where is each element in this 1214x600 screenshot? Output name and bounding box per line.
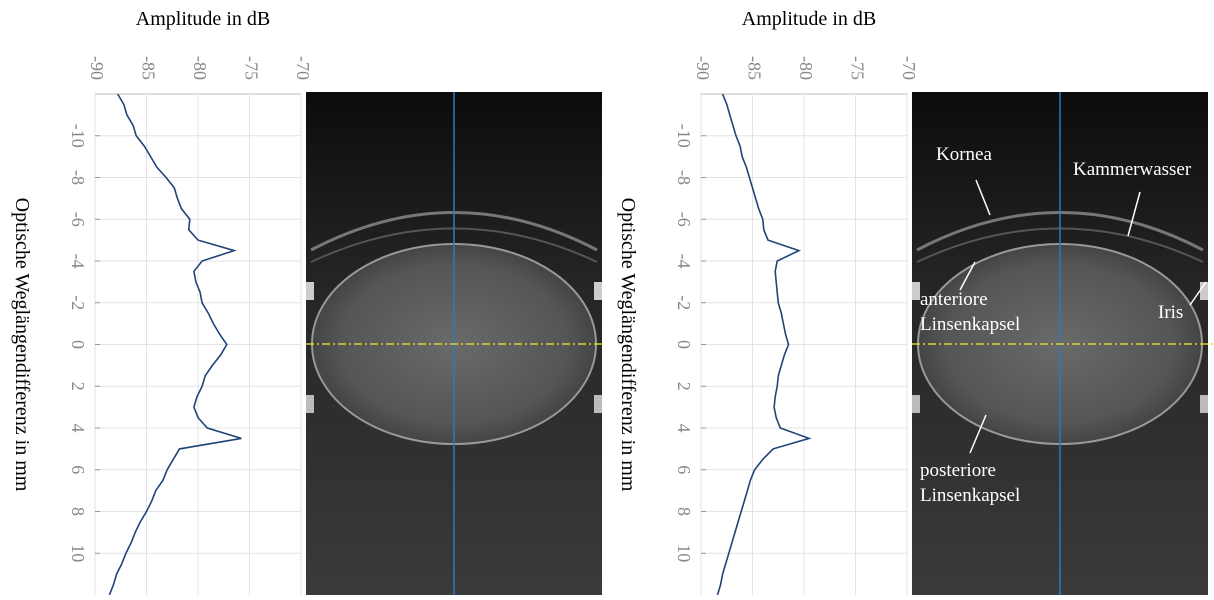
y-tick-label: 2 xyxy=(68,382,88,391)
x-tick-label: -85 xyxy=(744,56,764,80)
y-tick-label: 0 xyxy=(674,340,694,349)
y-tick-label: 0 xyxy=(68,340,88,349)
y-tick-label: -10 xyxy=(68,124,88,148)
y-tick-label: -8 xyxy=(68,170,88,185)
iris xyxy=(306,282,314,300)
annotation: Kornea xyxy=(936,144,992,165)
annotation: Linsenkapsel xyxy=(920,485,1020,506)
y-tick-label: -2 xyxy=(674,295,694,310)
x-axis-label: Amplitude in dB xyxy=(742,8,876,30)
annotation-pointer xyxy=(975,179,991,216)
annotation: Kammerwasser xyxy=(1073,159,1192,180)
y-tick-label: 4 xyxy=(68,424,88,433)
y-tick-label: 10 xyxy=(674,544,694,562)
y-tick-label: 2 xyxy=(674,382,694,391)
x-tick-label: -80 xyxy=(190,56,210,80)
x-tick-label: -90 xyxy=(693,56,713,80)
y-tick-label: 6 xyxy=(68,465,88,474)
y-tick-label: -2 xyxy=(68,295,88,310)
y-tick-label: -6 xyxy=(68,212,88,227)
x-tick-label: -75 xyxy=(847,56,867,80)
oct-image xyxy=(912,92,1214,595)
y-tick-label: -10 xyxy=(674,124,694,148)
y-tick-label: 4 xyxy=(674,424,694,433)
y-axis-label: Optische Weglängendifferenz in mm xyxy=(617,198,639,492)
iris xyxy=(912,282,920,300)
iris xyxy=(1200,282,1208,300)
data-line xyxy=(108,93,242,596)
y-tick-label: 8 xyxy=(674,507,694,516)
y-tick-label: -6 xyxy=(674,212,694,227)
x-tick-label: -80 xyxy=(796,56,816,80)
y-tick-label: -4 xyxy=(674,254,694,269)
iris xyxy=(594,282,602,300)
annotation-pointer xyxy=(1127,191,1141,237)
x-tick-label: -70 xyxy=(293,56,313,80)
iris xyxy=(306,395,314,413)
annotation: posteriore xyxy=(920,460,996,481)
x-axis-label: Amplitude in dB xyxy=(136,8,270,30)
y-tick-label: -4 xyxy=(68,254,88,269)
data-line xyxy=(716,93,812,596)
x-tick-label: -90 xyxy=(87,56,107,80)
annotation: anteriore xyxy=(920,289,988,310)
y-tick-label: 6 xyxy=(674,465,694,474)
y-tick-label: 8 xyxy=(68,507,88,516)
iris xyxy=(1200,395,1208,413)
x-tick-label: -75 xyxy=(241,56,261,80)
oct-image xyxy=(306,92,602,595)
x-tick-label: -85 xyxy=(138,56,158,80)
annotation-pointer xyxy=(1189,281,1207,306)
annotation-pointer xyxy=(959,261,976,291)
y-tick-label: -8 xyxy=(674,170,694,185)
annotation: Linsenkapsel xyxy=(920,314,1020,335)
annotation: Iris xyxy=(1158,302,1183,323)
iris xyxy=(912,395,920,413)
annotation-pointer xyxy=(969,414,987,454)
x-tick-label: -70 xyxy=(899,56,919,80)
y-axis-label: Optische Weglängendifferenz in mm xyxy=(11,198,33,492)
iris xyxy=(594,395,602,413)
y-tick-label: 10 xyxy=(68,544,88,562)
